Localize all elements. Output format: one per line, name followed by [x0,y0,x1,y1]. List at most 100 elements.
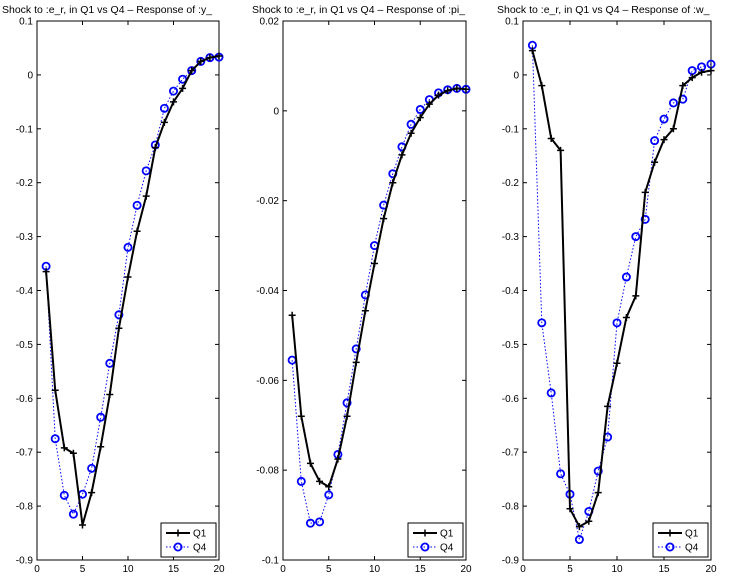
point-q1 [416,114,424,122]
point-q1 [528,47,536,55]
x-tick-label: 20 [705,564,717,575]
y-tick-label: -0.5 [502,340,520,351]
legend-marker-q1 [174,529,182,537]
panel-w: Shock to :e_r, in Q1 vs Q4 – Response of… [497,4,717,575]
axes-box [282,20,467,561]
point-q4 [351,344,361,354]
legend-marker-q4 [173,542,183,552]
point-q4 [78,489,88,499]
point-q1 [215,52,223,60]
point-q4 [546,388,556,398]
axes-box [522,20,712,561]
point-q4 [87,463,97,473]
point-q1 [389,179,397,187]
point-q4 [631,232,641,242]
y-tick-label: -0.04 [256,286,279,297]
panel-pi: Shock to :e_r, in Q1 vs Q4 – Response of… [252,4,472,575]
point-q1 [622,313,630,321]
y-tick-label: -0.2 [502,178,520,189]
point-q1 [88,489,96,497]
point-q4 [315,517,325,527]
point-q1 [133,227,141,235]
point-q1 [641,188,649,196]
point-q1 [398,151,406,159]
point-q1 [334,455,342,463]
point-q1 [69,449,77,457]
point-q1 [60,444,68,452]
x-tick-label: 0 [280,564,286,575]
point-q1 [343,412,351,420]
point-q1 [679,82,687,90]
point-q1 [361,307,369,315]
point-q1 [106,391,114,399]
point-q1 [407,129,415,137]
point-q1 [297,412,305,420]
point-q4 [187,66,197,76]
x-tick-label: 5 [326,564,332,575]
y-tick-label: -0.4 [16,286,34,297]
y-tick-label: -0.8 [502,502,520,513]
series-line-q1 [291,87,467,489]
x-tick-label: 15 [658,564,670,575]
y-tick-label: -0.9 [16,556,34,567]
point-q1 [435,91,443,99]
point-q4 [650,136,660,146]
point-q4 [50,434,60,444]
y-tick-label: -0.08 [256,466,279,477]
y-tick-label: -0.1 [262,556,280,567]
y-tick-label: 0 [273,106,279,117]
point-q1 [538,82,546,90]
legend-marker-q4 [420,542,430,552]
point-q1 [142,192,150,200]
legend-box [652,522,709,558]
y-tick-label: 0.1 [19,17,33,28]
point-q1 [613,359,621,367]
x-tick-label: 10 [369,564,381,575]
y-tick-label: -0.3 [502,232,520,243]
y-tick-label: -0.3 [16,232,34,243]
x-tick-label: 0 [520,564,526,575]
y-tick-label: 0.1 [505,17,519,28]
panel-title: Shock to :e_r, in Q1 vs Q4 – Response of… [252,4,465,16]
legend-label: Q1 [685,529,699,540]
y-tick-label: 0 [513,70,519,81]
series-line-q1 [45,55,220,526]
point-q4 [342,398,352,408]
point-q4 [621,272,631,282]
point-q1 [660,136,668,144]
point-q1 [669,125,677,133]
series-line-q4 [45,56,220,516]
y-tick-label: -0.1 [16,124,34,135]
point-q4 [640,214,650,224]
point-q1 [179,84,187,92]
point-q1 [352,358,360,366]
point-q4 [415,104,425,114]
point-q4 [59,490,69,500]
legend-marker-q1 [666,529,674,537]
point-q1 [197,57,205,65]
y-tick-label: -0.8 [16,502,34,513]
point-q4 [132,200,142,210]
point-q1 [651,158,659,166]
point-q1 [425,100,433,108]
point-q1 [325,483,333,491]
point-q4 [574,535,584,545]
point-q4 [612,318,622,328]
x-tick-label: 0 [34,564,40,575]
point-q4 [556,469,566,479]
point-q4 [305,518,315,528]
y-tick-label: -0.7 [16,448,34,459]
point-q1 [371,260,378,268]
y-tick-label: 0.02 [260,17,280,28]
point-q4 [406,119,416,129]
point-q1 [444,87,452,95]
x-tick-label: 10 [611,564,623,575]
point-q1 [51,386,59,394]
point-q1 [97,443,105,451]
point-q4 [96,412,106,422]
y-tick-label: -0.6 [502,394,520,405]
y-tick-label: -0.6 [16,394,34,405]
legend-label: Q1 [440,529,454,540]
point-q1 [316,477,324,485]
